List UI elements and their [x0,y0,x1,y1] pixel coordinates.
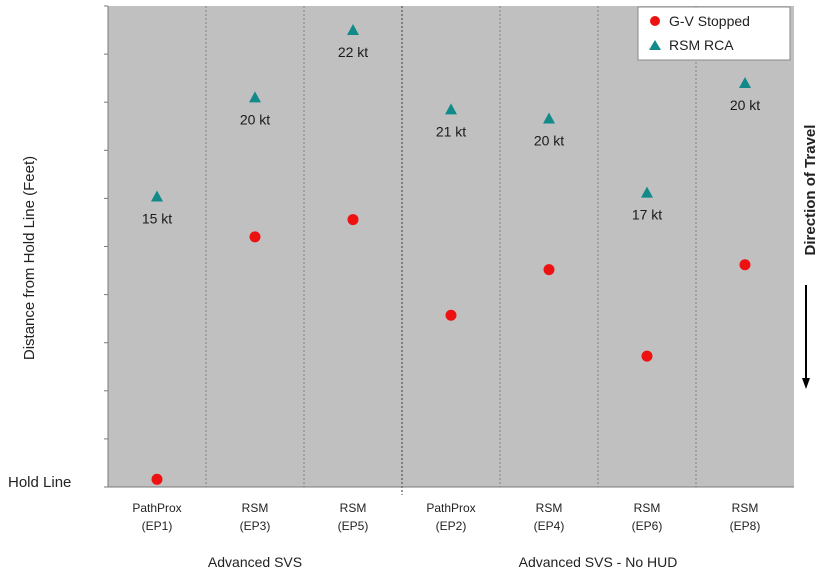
x-tick-label-line1: RSM [732,501,759,515]
gv-stopped-point [347,214,359,226]
legend: G-V Stopped RSM RCA [637,6,791,61]
speed-data-label: 17 kt [632,207,662,223]
speed-data-label: 22 kt [338,44,368,60]
x-tick-label-line2: (EP2) [436,519,467,533]
gv-stopped-point [641,350,653,362]
x-tick-label-line1: PathProx [132,501,181,515]
rsm-rca-point [739,76,751,88]
x-tick-label-line2: (EP4) [534,519,565,533]
gv-stopped-point [249,231,261,243]
x-tick-label-line1: RSM [634,501,661,515]
x-tick-label-line1: PathProx [426,501,475,515]
grid-lines [205,6,697,495]
rsm-rca-point [249,91,261,103]
rsm-rca-point [543,112,555,124]
axes [104,5,794,488]
speed-data-label: 15 kt [142,210,172,226]
speed-data-label: 21 kt [436,123,466,139]
group-label: Advanced SVS [208,554,302,570]
category-labels: PathProx (EP1) RSM (EP3) RSM (EP5) PathProx (EP… [132,501,760,570]
hold-line-label: Hold Line [8,474,71,491]
rsm-rca-point [347,24,359,36]
speed-data-label: 20 kt [534,133,564,149]
group-label: Advanced SVS - No HUD [519,554,678,570]
speed-data-label: 20 kt [240,111,270,127]
rsm-rca-point [151,190,163,202]
x-tick-label-line2: (EP5) [338,519,369,533]
legend-box [637,6,791,61]
plot-area [108,6,794,487]
x-tick-label-line2: (EP8) [730,519,761,533]
legend-circle-marker [650,16,660,26]
direction-of-travel-label: Direction of Travel [802,125,817,256]
rsm-rca-point [445,103,457,115]
x-tick-label-line2: (EP6) [632,519,663,533]
legend-label-gv-stopped: G-V Stopped [669,13,750,29]
x-tick-label-line1: RSM [340,501,367,515]
x-tick-label-line1: RSM [536,501,563,515]
data-marks: 15 kt 20 kt 22 kt 21 kt 20 kt 17 kt 20 kt [142,24,760,485]
legend-label-rsm-rca: RSM RCA [669,37,734,53]
direction-arrow-head [802,378,810,389]
gv-stopped-point [445,309,457,321]
gv-stopped-point [739,259,751,271]
speed-data-label: 20 kt [730,97,760,113]
gv-stopped-point [151,473,163,485]
x-tick-label-line2: (EP1) [142,519,173,533]
y-axis-title: Distance from Hold Line (Feet) [21,156,38,360]
legend-triangle-marker [649,40,661,50]
x-tick-label-line2: (EP3) [240,519,271,533]
gv-stopped-point [543,264,555,276]
rsm-rca-point [641,186,653,198]
x-tick-label-line1: RSM [242,501,269,515]
